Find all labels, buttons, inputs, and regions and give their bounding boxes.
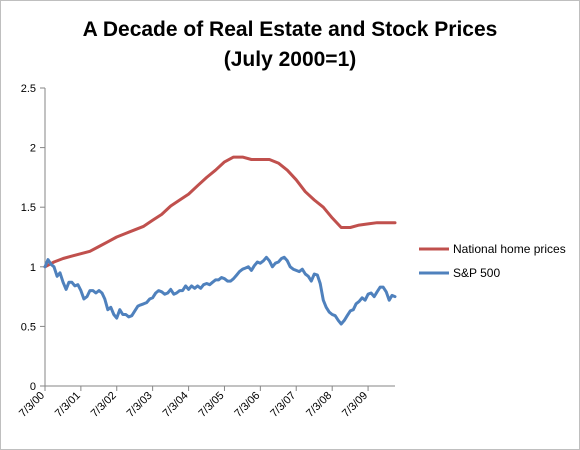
legend-label: S&P 500 [453,266,500,280]
y-tick-label: 2.5 [21,83,36,95]
chart-subtitle: (July 2000=1) [223,48,357,71]
x-tick-label: 7/3/04 [161,390,191,420]
x-tick-label: 7/3/03 [125,390,155,420]
x-tick-label: 7/3/07 [268,390,298,420]
y-tick-label: 2 [30,143,36,155]
y-tick-label: 0 [30,381,36,393]
home-prices-line [43,155,397,269]
y-tick-label: 0.5 [21,321,36,333]
y-tick-label: 1.5 [21,202,36,214]
legend-label: National home prices [453,242,566,256]
x-tick-label: 7/3/06 [232,390,262,420]
x-tick-label: 7/3/05 [196,390,226,420]
x-tick-label: 7/3/01 [53,390,83,420]
x-tick-label: 7/3/00 [17,390,47,420]
x-tick-label: 7/3/08 [304,390,334,420]
chart-title: A Decade of Real Estate and Stock Prices [82,18,498,41]
y-tick-label: 1 [30,262,36,274]
x-tick-label: 7/3/09 [340,390,370,420]
x-tick-label: 7/3/02 [89,390,119,420]
sp500-line [43,255,397,326]
